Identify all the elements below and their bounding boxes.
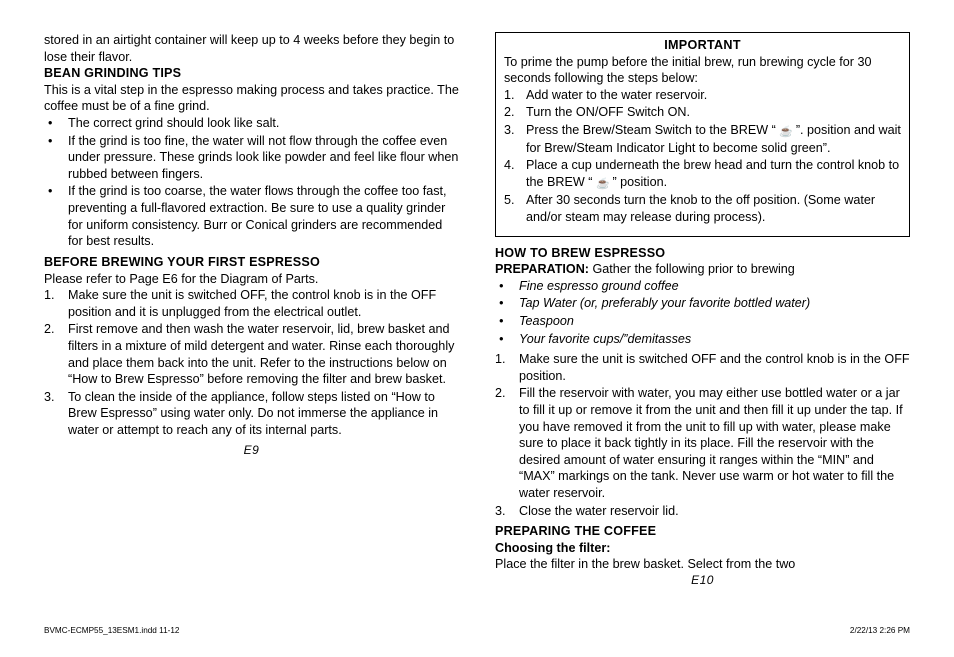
cup-icon: ☕ <box>596 177 609 192</box>
preparation-items: Fine espresso ground coffee Tap Water (o… <box>495 278 910 347</box>
list-item: 3.Press the Brew/Steam Switch to the BRE… <box>504 122 901 156</box>
list-item: 2.First remove and then wash the water r… <box>44 321 459 387</box>
list-item: Fine espresso ground coffee <box>495 278 910 295</box>
list-item: Your favorite cups/”demitasses <box>495 331 910 348</box>
footer-file: BVMC-ECMP55_13ESM1.indd 11-12 <box>44 626 179 635</box>
list-item: Tap Water (or, preferably your favorite … <box>495 295 910 312</box>
footer: BVMC-ECMP55_13ESM1.indd 11-12 2/22/13 2:… <box>44 626 910 635</box>
page-number-right: E10 <box>495 573 910 589</box>
list-item: 1.Make sure the unit is switched OFF and… <box>495 351 910 384</box>
list-item: 2.Fill the reservoir with water, you may… <box>495 385 910 501</box>
opening-paragraph: stored in an airtight container will kee… <box>44 32 459 65</box>
important-box: IMPORTANT To prime the pump before the i… <box>495 32 910 237</box>
preparing-coffee-heading: PREPARING THE COFFEE <box>495 523 910 540</box>
important-intro: To prime the pump before the initial bre… <box>504 54 901 87</box>
list-item: 1.Add water to the water reservoir. <box>504 87 901 104</box>
page-columns: stored in an airtight container will kee… <box>44 32 910 590</box>
list-item: If the grind is too coarse, the water fl… <box>44 183 459 249</box>
list-item: 3.To clean the inside of the appliance, … <box>44 389 459 439</box>
important-steps: 1.Add water to the water reservoir. 2.Tu… <box>504 87 901 226</box>
bean-tips-list: The correct grind should look like salt.… <box>44 115 459 250</box>
list-item: 1.Make sure the unit is switched OFF, th… <box>44 287 459 320</box>
list-item: 3.Close the water reservoir lid. <box>495 503 910 520</box>
list-item: Teaspoon <box>495 313 910 330</box>
preparation-line: PREPARATION: Gather the following prior … <box>495 261 910 278</box>
choosing-filter-text: Place the filter in the brew basket. Sel… <box>495 556 910 573</box>
preparation-steps: 1.Make sure the unit is switched OFF and… <box>495 351 910 519</box>
list-item: 2.Turn the ON/OFF Switch ON. <box>504 104 901 121</box>
footer-timestamp: 2/22/13 2:26 PM <box>850 626 910 635</box>
list-item: 4.Place a cup underneath the brew head a… <box>504 157 901 191</box>
before-brewing-steps: 1.Make sure the unit is switched OFF, th… <box>44 287 459 438</box>
before-brewing-heading: BEFORE BREWING YOUR FIRST ESPRESSO <box>44 254 459 271</box>
list-item: 5.After 30 seconds turn the knob to the … <box>504 192 901 225</box>
page-number-left: E9 <box>44 443 459 459</box>
cup-icon: ☕ <box>779 125 792 140</box>
how-to-brew-heading: HOW TO BREW ESPRESSO <box>495 245 910 262</box>
choosing-filter-heading: Choosing the filter: <box>495 540 910 557</box>
before-brewing-intro: Please refer to Page E6 for the Diagram … <box>44 271 459 288</box>
important-title: IMPORTANT <box>504 37 901 54</box>
left-column: stored in an airtight container will kee… <box>44 32 459 590</box>
list-item: If the grind is too fine, the water will… <box>44 133 459 183</box>
bean-tips-intro: This is a vital step in the espresso mak… <box>44 82 459 115</box>
right-column: IMPORTANT To prime the pump before the i… <box>495 32 910 590</box>
bean-tips-heading: BEAN GRINDING TIPS <box>44 65 459 82</box>
preparation-label: PREPARATION: <box>495 262 589 276</box>
list-item: The correct grind should look like salt. <box>44 115 459 132</box>
